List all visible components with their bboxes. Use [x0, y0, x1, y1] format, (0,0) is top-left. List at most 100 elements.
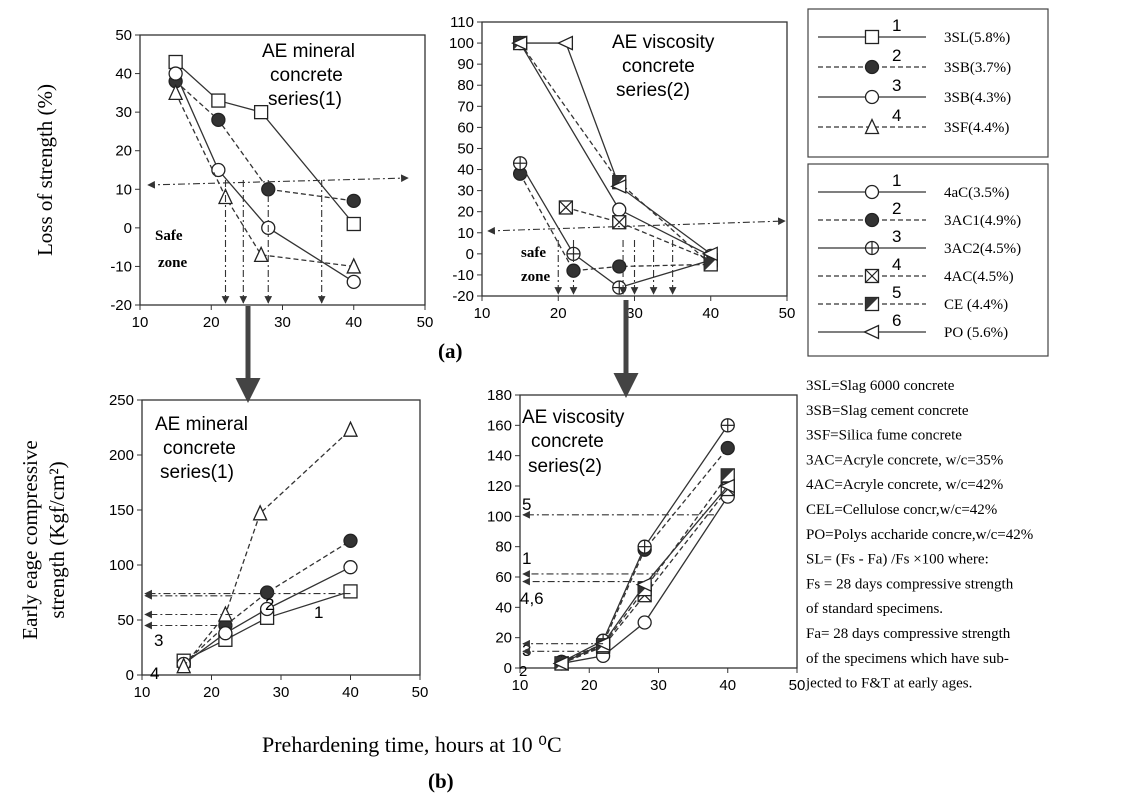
- note-line-11: of the specimens which have sub-: [806, 651, 1009, 667]
- panel-a-right-title-3: series(2): [616, 80, 690, 101]
- y-tick-label-b_right-3: 60: [495, 569, 512, 586]
- note-line-1: 3SB=Slag cement concrete: [806, 403, 969, 419]
- legend1-num-0: 1: [892, 16, 901, 35]
- y-tick-label-a_right-11: 90: [457, 56, 474, 73]
- series-line-b_left-3: [183, 429, 351, 667]
- panel-a-left-title-3: series(1): [268, 89, 342, 110]
- legend2-marker-3: [864, 268, 880, 284]
- legend1-marker-3: [864, 117, 880, 135]
- y-tick-label-a_left-3: 10: [115, 181, 132, 198]
- data-point-b_left-2-3: [343, 560, 358, 575]
- legend1-marker-0: [864, 29, 880, 45]
- series-line-b_left-1: [183, 540, 351, 665]
- y-tick-label-a_left-6: 40: [115, 66, 132, 83]
- note-line-8: Fs = 28 days compressive strength: [806, 576, 1014, 592]
- y-tick-label-a_right-6: 40: [457, 162, 474, 179]
- y-tick-label-b_right-2: 40: [495, 599, 512, 616]
- x-tick-label-a_left-0: 10: [132, 314, 149, 331]
- x-tick-label-b_right-3: 40: [719, 677, 736, 694]
- data-point-a_left-3-3: [346, 257, 362, 274]
- figure-label-b: (b): [428, 769, 454, 793]
- note-line-4: 4AC=Acryle concrete, w/c=42%: [806, 477, 1003, 493]
- data-point-a_left-2-0: [168, 66, 183, 81]
- data-point-a_right-5-2: [610, 178, 627, 194]
- x-tick-label-a_left-1: 20: [203, 314, 220, 331]
- note-line-6: PO=Polys accharide concre,w/c=42%: [806, 527, 1033, 543]
- b-right-annot-46: 4,6: [520, 589, 544, 608]
- data-point-b_right-2-3: [720, 418, 735, 433]
- y-tick-label-b_right-1: 20: [495, 630, 512, 647]
- data-point-b_left-0-3: [343, 584, 358, 599]
- legend1-label-1: 3SB(3.7%): [944, 60, 1011, 76]
- panel-b-left-title-1: AE mineral: [155, 414, 248, 435]
- note-line-7: SL= (Fs - Fa) /Fs ×100 where:: [806, 552, 989, 568]
- x-tick-label-b_right-2: 30: [650, 677, 667, 694]
- legend2-marker-4: [864, 296, 880, 312]
- b-right-annot-1: 1: [522, 549, 531, 568]
- y-tick-label-a_left-4: 20: [115, 143, 132, 160]
- y-tick-label-b_right-8: 160: [487, 417, 512, 434]
- data-point-a_right-2-2: [612, 280, 627, 295]
- data-point-b_right-1-3: [720, 440, 735, 456]
- data-point-b_left-2-2: [259, 601, 275, 617]
- legend2-marker-5: [862, 324, 880, 340]
- y-tick-label-a_right-2: 0: [466, 246, 474, 263]
- b-right-annot-5: 5: [522, 495, 531, 514]
- data-point-a_right-3-0: [558, 200, 574, 215]
- series-line-b_right-3: [561, 488, 729, 665]
- legend2-num-4: 5: [892, 283, 901, 302]
- legend1-label-3: 3SF(4.4%): [944, 120, 1009, 136]
- panel-a-right-title-1: AE viscosity: [612, 32, 715, 53]
- y-tick-label-a_right-9: 70: [457, 98, 474, 115]
- figure-label-a: (a): [438, 339, 463, 363]
- legend2-marker-1: [864, 212, 880, 228]
- data-point-b_left-1-2: [259, 585, 275, 600]
- legend1-num-2: 3: [892, 76, 901, 95]
- x-tick-label-a_left-3: 40: [345, 314, 362, 331]
- legend2-num-5: 6: [892, 311, 901, 330]
- data-point-b_left-1-3: [343, 533, 358, 548]
- panel-b-right-title-2: concrete: [531, 431, 604, 452]
- y-tick-label-a_left-0: -20: [110, 297, 132, 314]
- y-tick-label-a_right-10: 80: [457, 77, 474, 94]
- safe-zone-label-a-left-1: Safe: [155, 228, 183, 244]
- x-tick-label-b_left-0: 10: [134, 684, 151, 701]
- x-tick-label-a_right-0: 10: [474, 305, 491, 322]
- series-line-a_left-1: [175, 80, 354, 202]
- y-tick-label-b_right-4: 80: [495, 539, 512, 556]
- series-line-b_right-4: [561, 474, 729, 665]
- data-point-a_right-5-0: [511, 35, 528, 51]
- y-tick-label-a_right-4: 20: [457, 204, 474, 221]
- x-tick-label-a_right-1: 20: [550, 305, 567, 322]
- panel-b-right-title-3: series(2): [528, 456, 602, 477]
- legend2-box: [807, 163, 1049, 357]
- data-point-a_left-1-1: [211, 112, 226, 128]
- y-tick-label-a_right-5: 30: [457, 183, 474, 200]
- legend1-label-2: 3SB(4.3%): [944, 90, 1011, 106]
- x-tick-label-a_right-2: 30: [626, 305, 643, 322]
- y-tick-label-b_left-2: 100: [109, 557, 134, 574]
- note-line-12: jected to F&T at early ages.: [805, 676, 972, 692]
- data-point-b_left-3-2: [252, 504, 268, 521]
- y-tick-label-a_left-7: 50: [115, 27, 132, 44]
- data-point-a_left-3-0: [168, 83, 184, 101]
- legend2-label-3: 4AC(4.5%): [944, 269, 1014, 285]
- legend2-num-2: 3: [892, 227, 901, 246]
- legend2-label-5: PO (5.6%): [944, 325, 1008, 341]
- data-point-b_left-2-1: [218, 626, 233, 641]
- legend2-marker-2: [864, 240, 880, 256]
- b-left-annot-4: 4: [150, 664, 159, 683]
- series-line-b_right-5: [561, 485, 729, 665]
- data-point-b_right-5-0: [552, 655, 569, 671]
- note-line-5: CEL=Cellulose concr,w/c=42%: [806, 502, 997, 518]
- legend2-num-1: 2: [892, 199, 901, 218]
- panel-b-right-title-1: AE viscosity: [522, 407, 625, 428]
- legend2-num-3: 4: [892, 255, 901, 274]
- legend1-num-3: 4: [892, 106, 901, 125]
- panel-b-left-title-2: concrete: [163, 438, 236, 459]
- series-line-a_right-2: [519, 162, 711, 289]
- y-tick-label-b_right-7: 140: [487, 448, 512, 465]
- x-tick-label-b_left-4: 50: [412, 684, 429, 701]
- y-tick-label-b_right-0: 0: [504, 660, 512, 677]
- x-tick-label-b_left-1: 20: [203, 684, 220, 701]
